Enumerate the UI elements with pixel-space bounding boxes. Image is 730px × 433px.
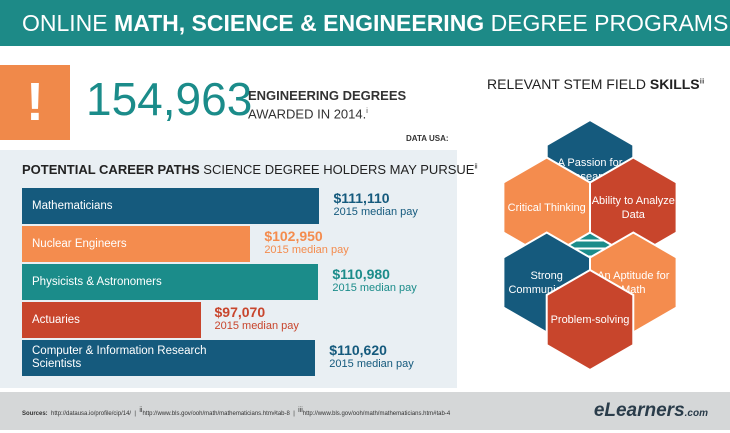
bar: Nuclear Engineers [22,226,251,262]
source-sup: ii [139,407,143,414]
stat-number: 154,963 [86,73,253,125]
title-suffix: DEGREE PROGRAMS [484,10,729,36]
stat-sup: i [366,108,368,115]
skill-box: Critical Thinking [507,201,586,214]
category-label: Nuclear Engineers [32,237,127,250]
skill-label: Critical Thinking [507,201,586,214]
chart-title-sup: ii [474,163,478,171]
source-sup: iii [298,407,303,414]
value-note: 2015 median pay [329,358,414,370]
source: http://www.bls.gov/ooh/math/mathematicia… [142,411,290,417]
source: http://datausa.io/profile/cip/14/ [51,411,132,417]
logo-suffix: .com [684,408,708,419]
logo-text: eLearners [593,400,685,421]
value-label: $110,980 [332,266,390,282]
value-group: $111,110 2015 median pay [333,190,417,219]
chart-title-bold: POTENTIAL CAREER PATHS [22,162,200,177]
value-note: 2015 median pay [214,320,299,332]
stat-label: ENGINEERING DEGREES AWARDED IN 2014.i [248,88,406,122]
alert-icon: ! [0,65,70,140]
bar: Mathematicians [22,188,320,224]
chart-title: POTENTIAL CAREER PATHS SCIENCE DEGREE HO… [22,162,478,177]
footer: Sources: http://datausa.io/profile/cip/1… [0,392,730,430]
category-label: Physicists & Astronomers [32,275,162,288]
footer-label: Sources: [22,411,48,417]
stat-line1: ENGINEERING DEGREES [248,88,407,103]
title-bold: MATH, SCIENCE & ENGINEERING [114,10,485,36]
category-label: Mathematicians [32,199,113,212]
source: http://www.bls.gov/ooh/math/mathematicia… [302,411,451,417]
title-prefix: ONLINE [22,10,115,36]
value-note: 2015 median pay [333,206,418,218]
bar: Physicists & Astronomers [22,264,319,300]
header: ONLINE MATH, SCIENCE & ENGINEERING DEGRE… [0,0,730,46]
skill-hex [545,268,635,372]
chart-title-rest: SCIENCE DEGREE HOLDERS MAY PURSUE [199,162,475,177]
bar: Actuaries [22,302,201,338]
skill-label: Ability to Analyze Data [591,194,675,221]
value-group: $110,980 2015 median pay [332,266,416,295]
value-label: $97,070 [214,304,266,320]
logo: eLearners.com [594,392,708,433]
career-panel: POTENTIAL CAREER PATHS SCIENCE DEGREE HO… [0,150,478,388]
value-group: $110,620 2015 median pay [329,342,413,371]
value-note: 2015 median pay [264,244,349,256]
bar: Computer & Information Research Scientis… [22,340,316,376]
skills-title: RELEVANT STEM FIELD SKILLSiii [487,76,704,92]
category-label: Actuaries [32,313,80,326]
stat-source: DATA USA: [406,134,449,143]
skills-title-text: RELEVANT STEM FIELD [487,76,650,92]
category-label: Computer & Information Research Scientis… [32,345,207,370]
value-note: 2015 median pay [332,282,417,294]
skill-box: Ability to Analyze Data [591,194,675,221]
skill-box: Problem-solving [550,314,630,326]
value-label: $111,110 [333,190,390,206]
value-group: $97,070 2015 median pay [215,304,299,333]
value-label: $102,950 [264,228,323,244]
skills-title-bold: SKILLS [649,76,700,92]
skills-sup: iii [699,78,705,86]
skill-label: Problem-solving [550,314,630,326]
value-group: $102,950 2015 median pay [264,228,348,257]
value-label: $110,620 [329,342,387,358]
stat-line2: AWARDED IN 2014. [248,106,367,122]
